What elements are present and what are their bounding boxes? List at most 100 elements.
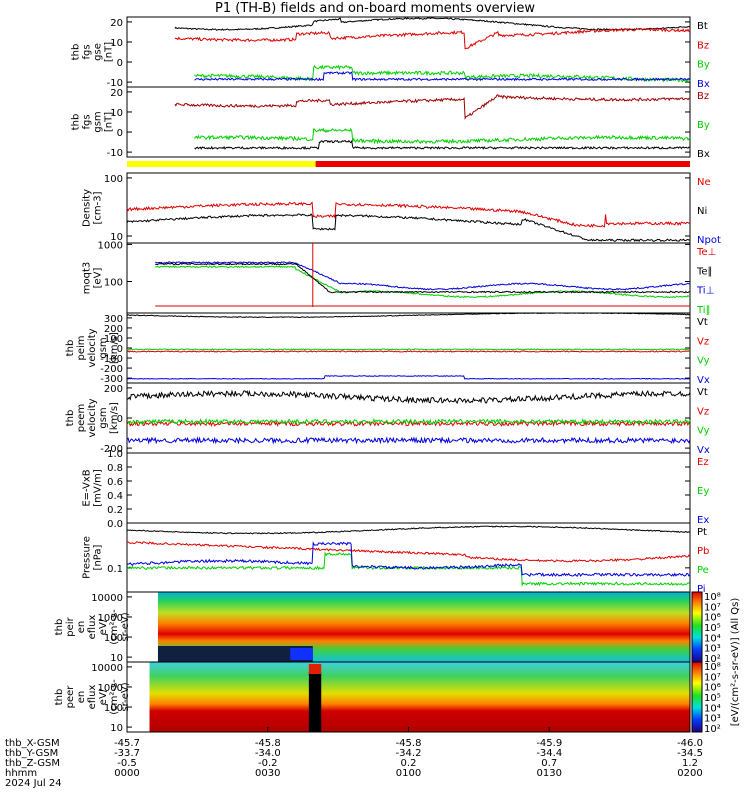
ytick-label-peir_spec-3: 10 bbox=[110, 653, 123, 664]
xaxis-value-1-2: -34.2 bbox=[396, 748, 422, 759]
legend-density-1: Ni bbox=[697, 206, 707, 217]
ylabel-pressure-1: [nPa] bbox=[93, 544, 104, 570]
legend-peem_velocity-2: Vy bbox=[697, 426, 710, 437]
ylabel-fgs_gsm-3: [nT] bbox=[104, 112, 115, 132]
xaxis-value-2-1: -0.2 bbox=[258, 758, 278, 769]
colorbar-label-1: 10⁷ bbox=[704, 602, 721, 613]
line-Bz-gsm bbox=[174, 94, 691, 120]
ylabel-peim_velocity-4: [km/s] bbox=[109, 332, 120, 364]
ylabel-peer_spec-6: sr-eV) bbox=[120, 682, 131, 711]
ylabel-peem_velocity-2: velocity bbox=[87, 398, 98, 437]
line-Ti-par bbox=[154, 265, 691, 299]
ytick-label-efield-2: 0.6 bbox=[107, 477, 123, 488]
legend-peim_velocity-1: Vz bbox=[697, 336, 709, 347]
colorbar-title: [eV/(cm²-s-sr-eV)] (All Qs) bbox=[730, 598, 741, 727]
legend-temperature-2: Ti⊥ bbox=[696, 286, 714, 297]
ytick-label-efield-5: 0.0 bbox=[107, 519, 123, 530]
legend-temperature-0: Te⊥ bbox=[696, 247, 716, 258]
colorbar-label-8: 10⁷ bbox=[704, 672, 721, 683]
legend-fgs_gsm-0: Bz bbox=[697, 91, 709, 102]
colorbar-label-12: 10³ bbox=[704, 714, 721, 725]
ytick-label-efield-1: 0.8 bbox=[107, 463, 123, 474]
ylabel-temperature-1: [eV] bbox=[93, 268, 104, 289]
colorbar-label-13: 10² bbox=[704, 724, 721, 735]
panel-frame-efield bbox=[126, 452, 691, 524]
ylabel-peem_velocity-0: thb bbox=[65, 410, 76, 427]
legend-efield-2: Ex bbox=[697, 515, 709, 526]
ytick-label-fgs_gsm-3: -10 bbox=[107, 148, 123, 159]
ytick-label-fgs_gse-1: 10 bbox=[110, 38, 123, 49]
xaxis-date: 2024 Jul 24 bbox=[5, 778, 62, 789]
ytick-label-peem_velocity-1: 0 bbox=[117, 414, 123, 425]
ytick-label-temperature-1: 100 bbox=[104, 278, 123, 289]
peer-gap bbox=[308, 672, 322, 732]
colorbar-label-4: 10⁴ bbox=[704, 633, 721, 644]
line-Bx bbox=[194, 71, 691, 82]
legend-density-2: Npot bbox=[697, 235, 721, 246]
ytick-label-peer_spec-3: 10 bbox=[110, 723, 123, 734]
ylabel-density-1: [cm-3] bbox=[93, 191, 104, 224]
ytick-label-peim_velocity-5: -200 bbox=[100, 364, 123, 375]
xaxis-row-label-0: thb_X-GSM bbox=[5, 738, 60, 749]
xaxis-value-0-4: -46.0 bbox=[677, 738, 703, 749]
ytick-label-efield-0: 1.0 bbox=[107, 449, 123, 460]
ytick-label-peer_spec-0: 10000 bbox=[91, 663, 123, 674]
ylabel-peim_velocity-1: peim bbox=[76, 335, 87, 360]
ylabel-peem_velocity-3: gsm bbox=[98, 407, 109, 428]
legend-peem_velocity-0: Vt bbox=[697, 387, 708, 398]
legend-fgs_gsm-1: By bbox=[697, 120, 710, 131]
legend-fgs_gse-1: Bz bbox=[697, 40, 709, 51]
ylabel-peir_spec-0: thb bbox=[54, 619, 65, 636]
ytick-label-peir_spec-2: 100 bbox=[104, 633, 123, 644]
ytick-label-pressure-0: 0.1 bbox=[107, 564, 123, 575]
xaxis-value-0-2: -45.8 bbox=[396, 738, 422, 749]
colorbar-label-7: 10⁸ bbox=[704, 662, 721, 673]
legend-fgs_gse-0: Bt bbox=[697, 21, 708, 32]
panel-frame-density bbox=[126, 172, 691, 244]
ylabel-peer_spec-1: peer bbox=[65, 685, 76, 709]
ylabel-fgs_gse-2: gse bbox=[93, 43, 104, 61]
legend-efield-1: Ey bbox=[697, 486, 709, 497]
ylabel-peir_spec-4: eV/ bbox=[98, 618, 109, 635]
colorbar-label-2: 10⁶ bbox=[704, 613, 721, 624]
line-Vt-peem bbox=[126, 389, 691, 405]
xaxis-value-1-0: -33.7 bbox=[114, 748, 140, 759]
ylabel-fgs_gse-3: [nT] bbox=[104, 42, 115, 62]
ytick-label-peem_velocity-0: 200 bbox=[104, 384, 123, 395]
line-Vz-peem bbox=[126, 419, 691, 428]
ytick-label-peir_spec-1: 1000 bbox=[98, 613, 123, 624]
ytick-label-fgs_gsm-2: 0 bbox=[117, 128, 123, 139]
ylabel-fgs_gsm-0: thb bbox=[71, 114, 82, 131]
ylabel-peir_spec-5: (cm²-s- bbox=[109, 609, 120, 645]
ytick-label-efield-4: 0.2 bbox=[107, 505, 123, 516]
legend-density-0: Ne bbox=[697, 177, 711, 188]
spectrogram-peer bbox=[149, 662, 690, 732]
line-Bx-gsm bbox=[194, 139, 691, 150]
legend-temperature-1: Te∥ bbox=[696, 266, 713, 277]
ylabel-efield-1: [mV/m] bbox=[93, 469, 104, 507]
ylabel-peem_velocity-1: peem bbox=[76, 404, 87, 432]
ylabel-temperature-0: moqt3 bbox=[82, 262, 93, 295]
colorbar-label-5: 10³ bbox=[704, 644, 721, 655]
line-Vy-peem bbox=[126, 417, 691, 426]
line-Te-par bbox=[155, 262, 691, 294]
legend-fgs_gsm-2: Bx bbox=[697, 149, 710, 160]
peir-lowE-blue bbox=[290, 648, 313, 660]
xaxis-row-label-1: thb_Y-GSM bbox=[5, 748, 58, 759]
colorbar-label-10: 10⁵ bbox=[704, 693, 721, 704]
ytick-label-peer_spec-2: 100 bbox=[104, 703, 123, 714]
ylabel-peem_velocity-4: [km/s] bbox=[109, 402, 120, 434]
ylabel-fgs_gse-0: thb bbox=[71, 44, 82, 61]
ytick-label-peim_velocity-2: 100 bbox=[104, 334, 123, 345]
legend-peim_velocity-3: Vx bbox=[697, 375, 710, 386]
legend-fgs_gse-3: Bx bbox=[697, 79, 710, 90]
ylabel-efield-0: E=-VxB bbox=[82, 469, 93, 506]
line-Pt bbox=[126, 525, 691, 535]
ytick-label-peim_velocity-6: -300 bbox=[100, 374, 123, 385]
legend-efield-0: Ez bbox=[697, 457, 709, 468]
ylabel-density-0: Density bbox=[82, 189, 93, 227]
colorbar-label-9: 10⁶ bbox=[704, 683, 721, 694]
panel-frame-temperature bbox=[126, 242, 691, 314]
line-Pi bbox=[126, 541, 691, 578]
